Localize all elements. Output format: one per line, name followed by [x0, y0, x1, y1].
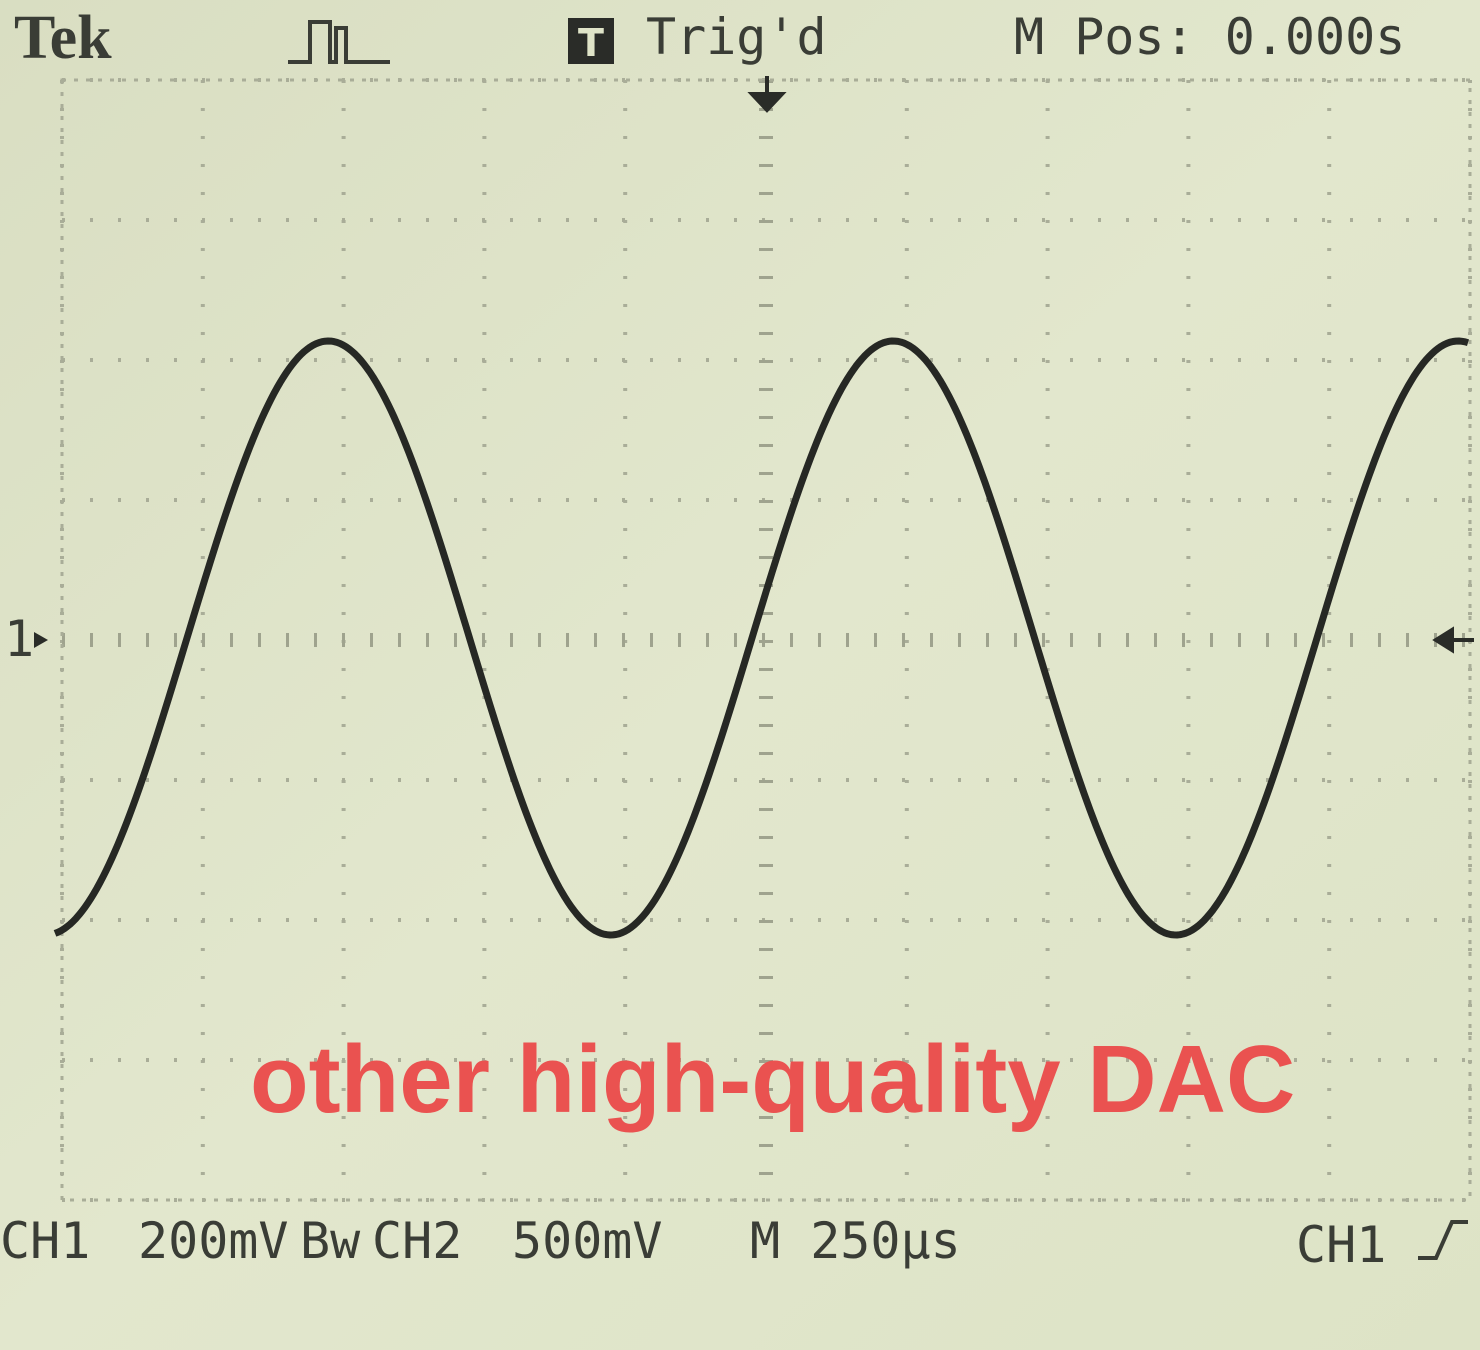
channel-arrow: [34, 632, 48, 648]
trigger-level-marker: [1432, 626, 1474, 654]
channel-marker: 1: [4, 610, 34, 668]
ch1-label: CH1: [0, 1212, 90, 1270]
trigger-slope-icon: [1418, 1220, 1468, 1260]
trigger-source: CH1: [1296, 1216, 1386, 1274]
annotation: other high-quality DAC: [250, 1026, 1295, 1133]
ch1-scale: 200mV: [138, 1212, 289, 1270]
brand: Tek: [14, 4, 112, 72]
trigger-icon-box: [568, 18, 614, 64]
trigger-status: Trig'd: [646, 8, 827, 66]
trigger-position-marker: [747, 76, 787, 113]
acquire-icon: [288, 20, 390, 64]
ch2-label: CH2: [372, 1212, 462, 1270]
horizontal-position: M Pos: 0.000s: [1014, 8, 1405, 66]
trigger-icon: T: [578, 21, 604, 65]
ch2-scale: 500mV: [512, 1212, 663, 1270]
timebase: M 250µs: [750, 1212, 961, 1270]
waveform-trace: [53, 337, 1470, 939]
ch1-bandwidth: Bw: [300, 1212, 361, 1270]
